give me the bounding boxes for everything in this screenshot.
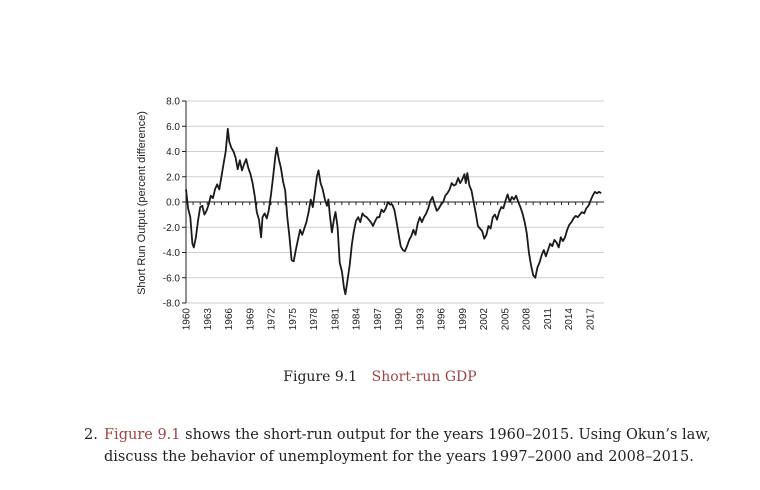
- x-tick-label: 2008: [522, 308, 533, 331]
- grid-lines: [186, 100, 604, 304]
- x-tick-label: 1990: [394, 308, 405, 331]
- x-tick-label: 1969: [245, 308, 256, 331]
- exercise-question: 2. Figure 9.1 shows the short-run output …: [84, 424, 724, 468]
- y-tick-label: -2.0: [163, 223, 181, 234]
- y-tick-label: 2.0: [166, 172, 180, 183]
- question-number: 2.: [84, 427, 98, 443]
- x-tick-label: 1984: [352, 308, 363, 331]
- x-tick-label: 2014: [564, 308, 575, 331]
- x-tick-label: 1981: [330, 308, 341, 331]
- y-tick-label: 0.0: [166, 198, 180, 209]
- x-tick-label: 1960: [182, 308, 193, 331]
- y-tick-label: -6.0: [163, 273, 181, 284]
- x-tick-label: 1996: [437, 308, 448, 331]
- y-tick-label: 8.0: [166, 97, 180, 108]
- question-line-2: discuss the behavior of unemployment for…: [104, 449, 694, 465]
- x-tick-label: 1963: [203, 308, 214, 331]
- x-tick-label: 2017: [585, 308, 596, 331]
- y-tick-label: 6.0: [166, 122, 180, 133]
- x-tick-label: 1966: [224, 308, 235, 331]
- x-tick-label: 1972: [267, 308, 278, 331]
- x-tick-label: 2005: [500, 308, 511, 331]
- figure-number: Figure 9.1: [283, 369, 358, 385]
- x-tick-label: 1993: [415, 308, 426, 331]
- question-text-1: shows the short-run output for the years…: [180, 427, 711, 443]
- series-layer: [185, 127, 602, 296]
- x-tick-label: 1999: [458, 308, 469, 331]
- y-axis-label: Short Run Output (percent difference): [136, 111, 148, 295]
- figure-caption: Figure 9.1 Short-run GDP: [0, 369, 760, 385]
- x-tick-label: 2002: [479, 308, 490, 331]
- y-tick-label: 4.0: [166, 147, 180, 158]
- x-tick-label: 1987: [373, 308, 384, 331]
- x-tick-label: 1978: [309, 308, 320, 331]
- question-line-1: 2. Figure 9.1 shows the short-run output …: [84, 424, 724, 446]
- x-tick-label: 1975: [288, 308, 299, 331]
- y-tick-label: -4.0: [163, 248, 181, 259]
- figure-title: Short-run GDP: [371, 369, 477, 385]
- x-tick-label: 2011: [543, 308, 554, 330]
- series-line: [185, 127, 602, 296]
- figure-reference-link[interactable]: Figure 9.1: [104, 427, 181, 443]
- y-tick-label: -8.0: [163, 299, 181, 310]
